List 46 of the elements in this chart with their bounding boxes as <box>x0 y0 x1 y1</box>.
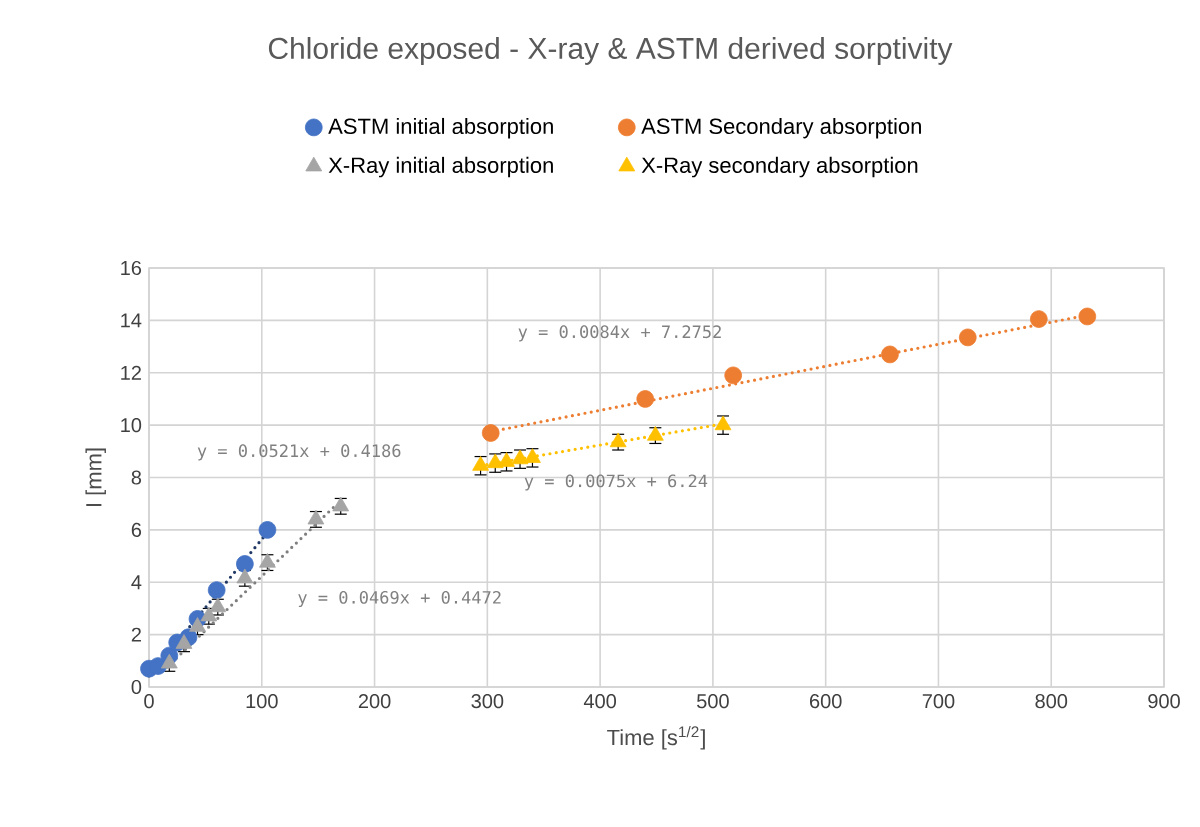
x-tick-label: 400 <box>583 694 617 709</box>
point <box>259 553 276 568</box>
y-tick-label: 14 <box>121 313 142 328</box>
y-tick-label: 0 <box>131 679 142 695</box>
x-tick-label: 800 <box>1035 694 1068 709</box>
point <box>481 424 500 442</box>
legend-label: X-Ray initial absorption <box>328 156 553 178</box>
x-tick-label: 900 <box>1148 694 1180 709</box>
point <box>258 521 277 539</box>
annotation: y = 0.0084x + 7.2752 <box>518 325 721 342</box>
x-tick-label: 200 <box>358 694 391 709</box>
y-tick-label: 12 <box>121 365 141 380</box>
chart-title: Chloride exposed - X-ray & ASTM derived sorptivity <box>268 37 953 65</box>
y-axis-title: I [mm] <box>85 448 106 507</box>
y-tick-label: 10 <box>121 418 142 433</box>
y-tick-label: 2 <box>131 627 141 642</box>
y-tick-label: 6 <box>131 522 142 537</box>
y-tick-label: 16 <box>121 260 142 276</box>
x-tick-label: 700 <box>922 694 955 709</box>
point <box>160 653 178 669</box>
legend-label: X-Ray secondary absorption <box>641 156 918 178</box>
point <box>724 366 742 385</box>
point <box>1078 307 1097 326</box>
point <box>636 390 655 408</box>
x-tick-label: 0 <box>144 694 154 709</box>
annotation: y = 0.0075x + 6.24 <box>524 474 708 491</box>
point <box>714 415 732 431</box>
legend-label: ASTM initial absorption <box>328 117 553 139</box>
x-tick-label: 100 <box>246 694 278 709</box>
y-tick-label: 8 <box>131 470 142 485</box>
x-axis-title: Time [s$^{1/2}$] <box>607 725 705 750</box>
x-tick-label: 500 <box>697 694 729 709</box>
point <box>236 555 254 573</box>
point <box>958 328 977 347</box>
annotation: y = 0.0521x + 0.4186 <box>197 444 401 461</box>
y-tick-label: 4 <box>131 575 142 590</box>
point <box>207 581 226 599</box>
point <box>881 345 899 364</box>
x-tick-label: 600 <box>809 694 842 709</box>
point <box>1030 310 1048 328</box>
x-tick-label: 300 <box>471 694 504 709</box>
legend-label: ASTM Secondary absorption <box>641 117 921 139</box>
point <box>647 426 664 441</box>
point <box>175 634 193 649</box>
point <box>189 617 206 632</box>
annotation: y = 0.0469x + 0.4472 <box>298 590 501 608</box>
